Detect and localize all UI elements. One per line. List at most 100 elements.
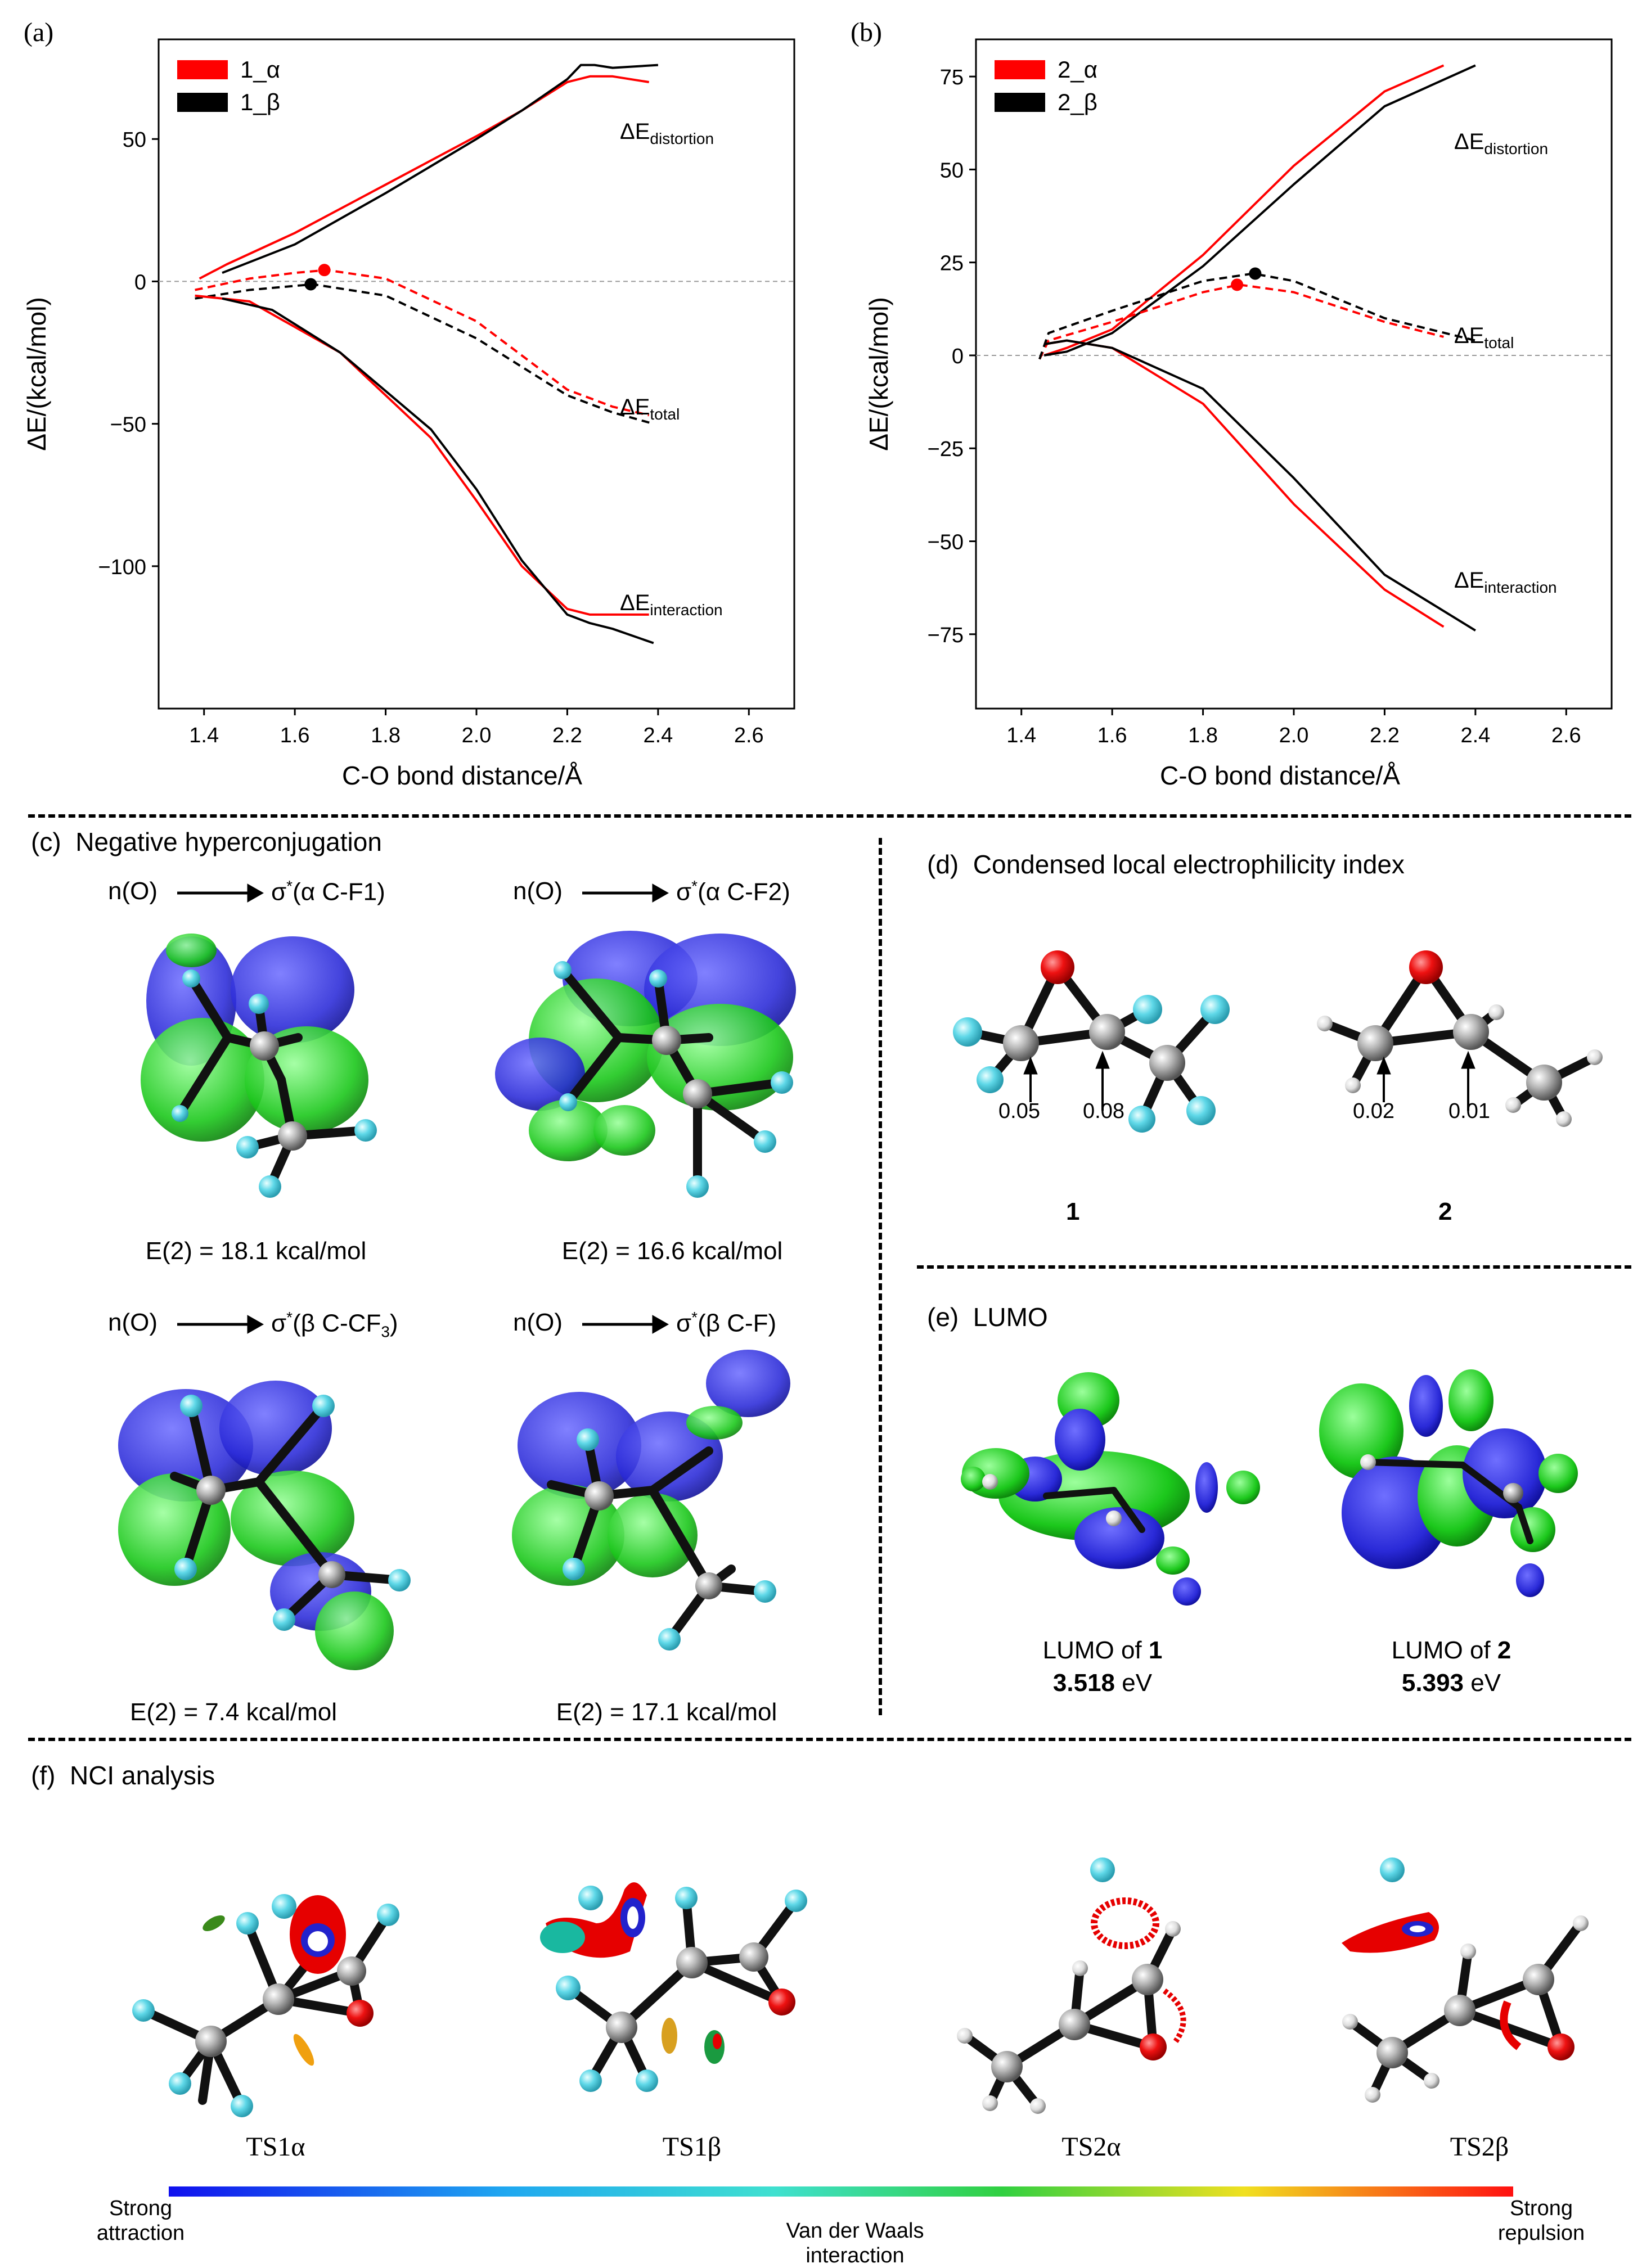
label-interaction-b: ΔEinteraction <box>1454 568 1557 596</box>
label-distortion-a: ΔEdistortion <box>620 119 714 147</box>
panel-f-title: NCI analysis <box>69 1761 215 1790</box>
series-line-b-5 <box>1043 339 1476 632</box>
legend-label: 2_β <box>1058 89 1097 115</box>
ts-point-b-1 <box>1249 267 1262 280</box>
series-line-b-3 <box>1038 272 1476 360</box>
molecule-2 <box>1317 950 1603 1127</box>
acceptor-c4: σ*(β C-F) <box>676 1309 777 1337</box>
divider-bottom <box>28 1738 1631 1741</box>
acceptor-c3: σ*(β C-CF3) <box>271 1309 398 1341</box>
electrophilicity-arrows <box>1023 1050 1475 1111</box>
label-distortion-b: ΔEdistortion <box>1454 129 1549 157</box>
divider-de <box>917 1265 1631 1269</box>
y-tick-label-a: 50 <box>123 128 146 152</box>
x-tick-label-a: 2.6 <box>734 724 764 747</box>
ts1b-label: TS1β <box>662 2132 722 2162</box>
ts-point-a-1 <box>304 278 317 291</box>
lumo-1-caption: LUMO of 1 3.518 eV <box>1042 1636 1163 1697</box>
panel-d-heading: (d) Condensed local electrophilicity ind… <box>927 849 1405 880</box>
y-tick-label-b: 75 <box>940 66 964 89</box>
series-line-a-5 <box>222 297 654 644</box>
lumo-orbital-1 <box>961 1372 1260 1606</box>
x-tick-label-b: 2.0 <box>1279 724 1309 747</box>
y-tick-label-b: −50 <box>928 531 964 554</box>
orbital-c3 <box>118 1381 411 1670</box>
lumo-orbital-2 <box>1319 1369 1578 1597</box>
series-line-b-2 <box>1038 283 1444 360</box>
y-axis-label-b: ΔE/(kcal/mol) <box>864 297 893 451</box>
label-total-a: ΔEtotal <box>620 395 680 423</box>
series-line-a-3 <box>195 283 654 425</box>
panel-a-label: (a) <box>24 17 54 47</box>
energy-c1: E(2) = 18.1 kcal/mol <box>145 1237 367 1265</box>
x-tick-label-a: 1.6 <box>280 724 310 747</box>
panel-c-label: (c) <box>31 827 61 856</box>
energy-c4: E(2) = 17.1 kcal/mol <box>556 1698 777 1726</box>
panel-c-heading: (c) Negative hyperconjugation <box>31 827 382 857</box>
electrophilicity-1a: 0.05 <box>998 1099 1040 1123</box>
series-line-a-0 <box>199 75 650 280</box>
series-line-b-4 <box>1043 339 1445 628</box>
acceptor-c2: σ*(α C-F2) <box>676 877 790 906</box>
orbital-c2 <box>495 931 796 1198</box>
panel-e-heading: (e) LUMO <box>927 1302 1048 1332</box>
x-tick-label-a: 1.4 <box>189 724 219 747</box>
panel-f-label: (f) <box>31 1761 56 1790</box>
label-interaction-a: ΔEinteraction <box>620 590 723 619</box>
panel-c-title: Negative hyperconjugation <box>75 827 382 856</box>
electrophilicity-2a: 0.02 <box>1353 1099 1394 1123</box>
series-line-a-2 <box>195 269 650 417</box>
x-tick-label-a: 2.2 <box>552 724 582 747</box>
nci-color-scale <box>169 2186 1513 2197</box>
ts1a-label: TS1α <box>246 2132 305 2162</box>
y-tick-label-b: 25 <box>940 252 964 276</box>
series-line-a-4 <box>195 294 649 616</box>
x-tick-label-a: 1.8 <box>371 724 401 747</box>
legend-item: 2_β <box>995 86 1097 119</box>
y-tick-label-b: 50 <box>940 159 964 182</box>
scale-left-label: Strong attraction <box>96 2197 185 2245</box>
legend-a: 1_α 1_β <box>177 53 280 119</box>
compound-2-label: 2 <box>1438 1198 1452 1225</box>
legend-label: 1_α <box>240 56 280 83</box>
x-tick-label-b: 1.8 <box>1188 724 1218 747</box>
panel-b-label: (b) <box>851 17 882 47</box>
legend-item: 2_α <box>995 53 1097 86</box>
donor-c2: n(O) <box>513 877 563 905</box>
panel-f-heading: (f) NCI analysis <box>31 1760 215 1791</box>
nci-ts1a <box>132 1894 399 2117</box>
energy-c2: E(2) = 16.6 kcal/mol <box>561 1237 783 1265</box>
panel-d-title: Condensed local electrophilicity index <box>973 850 1405 879</box>
series-line-b-0 <box>1043 64 1445 357</box>
lumo-2-caption: LUMO of 2 5.393 eV <box>1391 1636 1511 1697</box>
y-axis-label-a: ΔE/(kcal/mol) <box>22 297 51 451</box>
legend-swatch <box>177 93 228 112</box>
electrophilicity-1b: 0.08 <box>1083 1099 1124 1123</box>
donor-c4: n(O) <box>513 1309 563 1336</box>
legend-label: 2_α <box>1058 56 1097 83</box>
ts-point-a-0 <box>318 264 331 277</box>
series-line-a-1 <box>222 64 659 274</box>
y-tick-label-b: 0 <box>952 345 964 368</box>
acceptor-c1: σ*(α C-F1) <box>271 877 385 906</box>
chart-b: 1.4 1.6 1.8 2.0 2.2 2.4 2.6 75 50 25 0 −25 −50 −75 <box>928 38 1613 747</box>
x-tick-label-b: 1.4 <box>1006 724 1036 747</box>
chart-a: 1.4 1.6 1.8 2.0 2.2 2.4 2.6 50 0 −50 −100 <box>98 38 795 747</box>
ts2b-label: TS2β <box>1450 2132 1509 2162</box>
nci-ts1b <box>540 1882 807 2092</box>
x-tick-label-a: 2.4 <box>643 724 673 747</box>
electrophilicity-2b: 0.01 <box>1448 1099 1490 1123</box>
energy-c3: E(2) = 7.4 kcal/mol <box>129 1698 338 1726</box>
ts2a-label: TS2α <box>1061 2132 1121 2162</box>
legend-item: 1_α <box>177 53 280 86</box>
legend-b: 2_α 2_β <box>995 53 1097 119</box>
panel-d-label: (d) <box>927 850 959 879</box>
orbital-c1 <box>141 934 377 1198</box>
label-total-b: ΔEtotal <box>1454 323 1514 351</box>
legend-label: 1_β <box>240 89 280 115</box>
panel-e-title: LUMO <box>973 1302 1048 1332</box>
orbital-c4 <box>512 1350 790 1651</box>
x-tick-label-b: 1.6 <box>1097 724 1127 747</box>
x-axis-label-a: C-O bond distance/Å <box>342 761 583 790</box>
